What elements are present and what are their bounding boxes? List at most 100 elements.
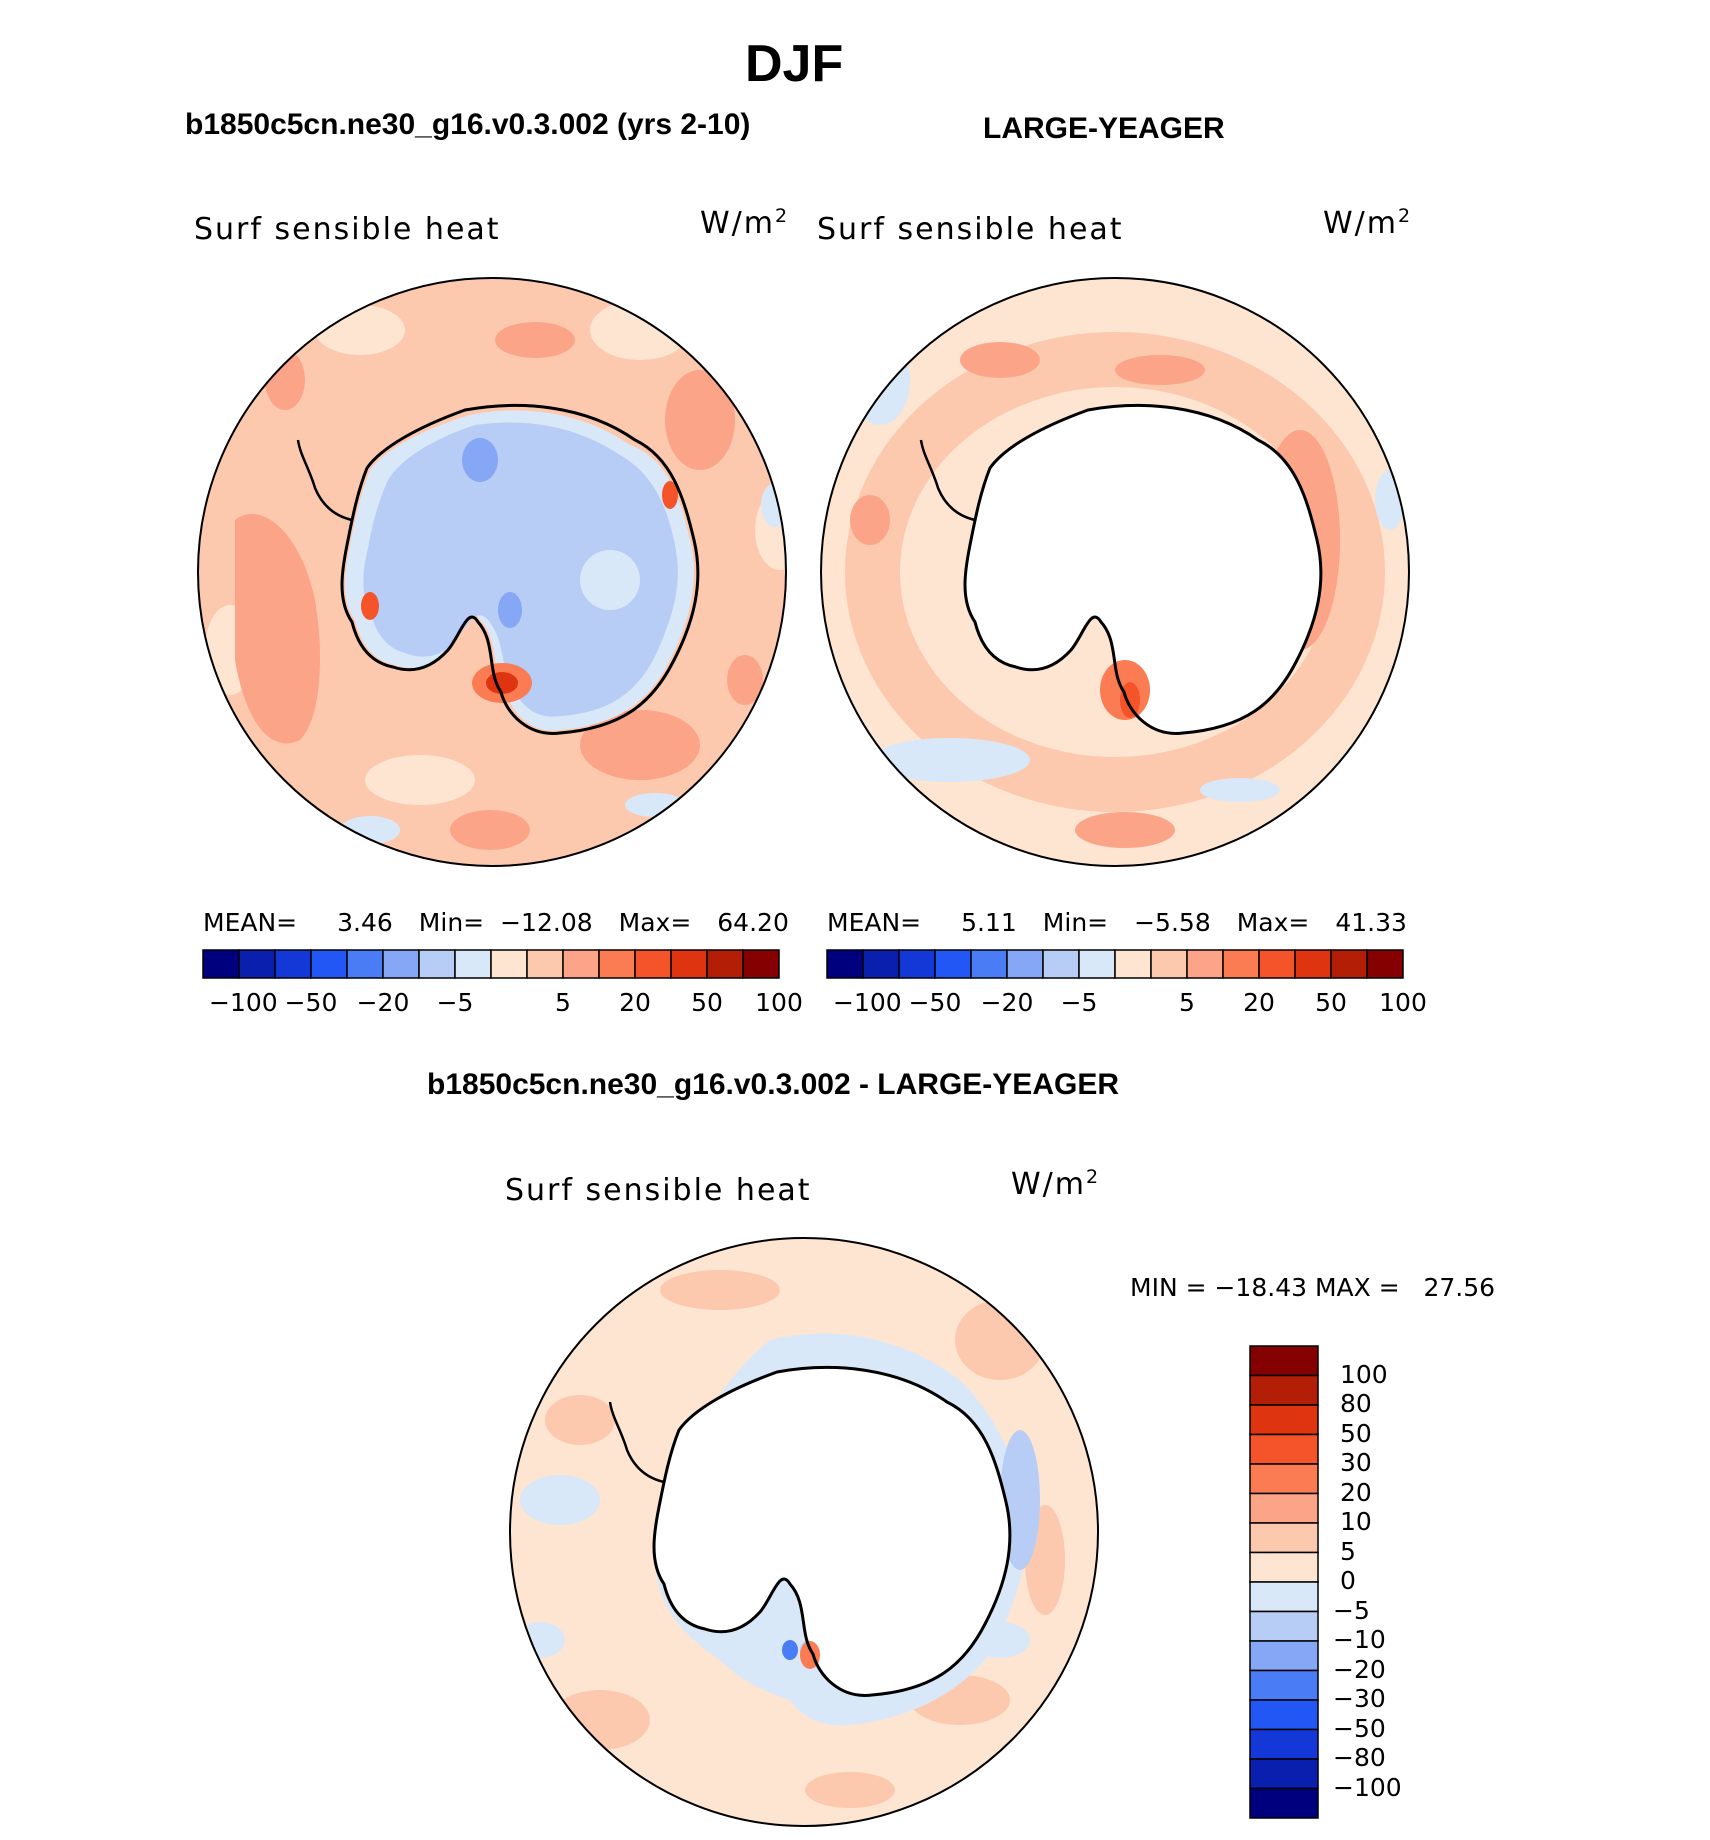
colorbar-tick-label: 20 — [1340, 1477, 1372, 1507]
colorbar-tick-label: −100 — [833, 988, 902, 1017]
colorbar-tick-label: 0 — [1340, 1566, 1356, 1595]
case-title: b1850c5cn.ne30_g16.v0.3.002 (yrs 2-10) — [185, 108, 751, 141]
colorbar-swatch — [238, 949, 276, 979]
colorbar-tick-label: −100 — [209, 988, 278, 1017]
colorbar-swatch — [1258, 949, 1296, 979]
case-colorbar — [202, 949, 780, 979]
colorbar-tick-label: −20 — [356, 988, 410, 1017]
colorbar-tick-label: −80 — [1333, 1743, 1386, 1772]
colorbar-swatch — [634, 949, 672, 979]
colorbar-swatch — [1249, 1551, 1319, 1583]
colorbar-swatch — [454, 949, 492, 979]
colorbar-tick-label: 50 — [691, 988, 723, 1017]
colorbar-swatch — [1249, 1345, 1319, 1377]
diff-title: b1850c5cn.ne30_g16.v0.3.002 - LARGE-YEAG… — [427, 1068, 1119, 1101]
colorbar-tick-label: −50 — [908, 988, 962, 1017]
colorbar-swatch — [862, 949, 900, 979]
colorbar-tick-label: −5 — [1060, 988, 1098, 1017]
case-polar-map — [198, 278, 786, 866]
obs-title: LARGE-YEAGER — [983, 112, 1225, 145]
colorbar-swatch — [934, 949, 972, 979]
colorbar-swatch — [1249, 1404, 1319, 1436]
diff-map-border — [509, 1237, 1099, 1827]
diff-colorbar — [1249, 1345, 1319, 1819]
colorbar-tick-label: −30 — [1333, 1684, 1386, 1713]
colorbar-swatch — [1366, 949, 1404, 979]
colorbar-swatch — [742, 949, 780, 979]
colorbar-swatch — [1249, 1433, 1319, 1465]
colorbar-swatch — [826, 949, 864, 979]
colorbar-swatch — [274, 949, 312, 979]
colorbar-tick-label: 20 — [1243, 988, 1275, 1017]
colorbar-swatch — [310, 949, 348, 979]
colorbar-tick-label: −5 — [436, 988, 474, 1017]
obs-stats: MEAN= 5.11 Min= −5.58 Max= 41.33 — [827, 908, 1407, 937]
colorbar-tick-label: 50 — [1315, 988, 1347, 1017]
season-title: DJF — [745, 35, 844, 93]
colorbar-swatch — [418, 949, 456, 979]
colorbar-swatch — [1249, 1463, 1319, 1495]
colorbar-tick-label: 100 — [1379, 988, 1427, 1017]
colorbar-swatch — [1249, 1492, 1319, 1524]
colorbar-swatch — [526, 949, 564, 979]
colorbar-swatch — [1222, 949, 1260, 979]
colorbar-tick-label: −20 — [980, 988, 1034, 1017]
colorbar-tick-label: 80 — [1340, 1389, 1372, 1418]
colorbar-tick-label: −50 — [284, 988, 338, 1017]
colorbar-swatch — [1249, 1374, 1319, 1406]
colorbar-swatch — [1006, 949, 1044, 979]
colorbar-swatch — [1249, 1699, 1319, 1731]
colorbar-swatch — [1249, 1669, 1319, 1701]
colorbar-swatch — [898, 949, 936, 979]
colorbar-swatch — [1330, 949, 1368, 979]
colorbar-swatch — [1042, 949, 1080, 979]
colorbar-swatch — [1078, 949, 1116, 979]
case-variable-label: Surf sensible heat — [194, 212, 501, 247]
case-units-label: W/m2 — [700, 205, 790, 241]
colorbar-swatch — [970, 949, 1008, 979]
obs-units-label: W/m2 — [1323, 205, 1413, 241]
colorbar-tick-label: −10 — [1333, 1625, 1386, 1654]
colorbar-tick-label: 10 — [1340, 1507, 1372, 1536]
diff-variable-label: Surf sensible heat — [505, 1173, 812, 1208]
colorbar-tick-label: 100 — [1340, 1359, 1388, 1389]
colorbar-tick-label: 5 — [1340, 1536, 1356, 1566]
colorbar-swatch — [1150, 949, 1188, 979]
colorbar-tick-label: −50 — [1333, 1713, 1386, 1743]
colorbar-swatch — [1186, 949, 1224, 979]
colorbar-swatch — [490, 949, 528, 979]
colorbar-tick-label: 100 — [755, 988, 803, 1017]
colorbar-tick-label: 5 — [1179, 988, 1195, 1017]
colorbar-swatch — [706, 949, 744, 979]
colorbar-tick-label: 5 — [555, 988, 571, 1017]
diff-units-label: W/m2 — [1011, 1166, 1101, 1202]
obs-map-border — [820, 277, 1410, 867]
colorbar-swatch — [1249, 1640, 1319, 1672]
colorbar-swatch — [1249, 1581, 1319, 1613]
diff-polar-map — [510, 1238, 1098, 1826]
colorbar-swatch — [1249, 1610, 1319, 1642]
colorbar-swatch — [670, 949, 708, 979]
colorbar-swatch — [562, 949, 600, 979]
colorbar-swatch — [1249, 1522, 1319, 1554]
colorbar-swatch — [346, 949, 384, 979]
colorbar-swatch — [1114, 949, 1152, 979]
diff-minmax: MIN = −18.43 MAX = 27.56 — [1130, 1273, 1496, 1302]
obs-colorbar — [826, 949, 1404, 979]
colorbar-swatch — [382, 949, 420, 979]
colorbar-swatch — [1249, 1758, 1319, 1790]
obs-polar-map — [821, 278, 1409, 866]
colorbar-tick-label: −5 — [1333, 1595, 1370, 1625]
colorbar-swatch — [1294, 949, 1332, 979]
colorbar-swatch — [1249, 1728, 1319, 1760]
colorbar-tick-label: 20 — [619, 988, 651, 1017]
case-stats: MEAN= 3.46 Min= −12.08 Max= 64.20 — [203, 908, 789, 937]
colorbar-tick-label: −20 — [1333, 1654, 1386, 1684]
colorbar-swatch — [202, 949, 240, 979]
colorbar-tick-label: 30 — [1340, 1448, 1372, 1477]
obs-variable-label: Surf sensible heat — [817, 212, 1124, 247]
colorbar-swatch — [1249, 1787, 1319, 1819]
colorbar-tick-label: 50 — [1340, 1418, 1372, 1448]
colorbar-swatch — [598, 949, 636, 979]
